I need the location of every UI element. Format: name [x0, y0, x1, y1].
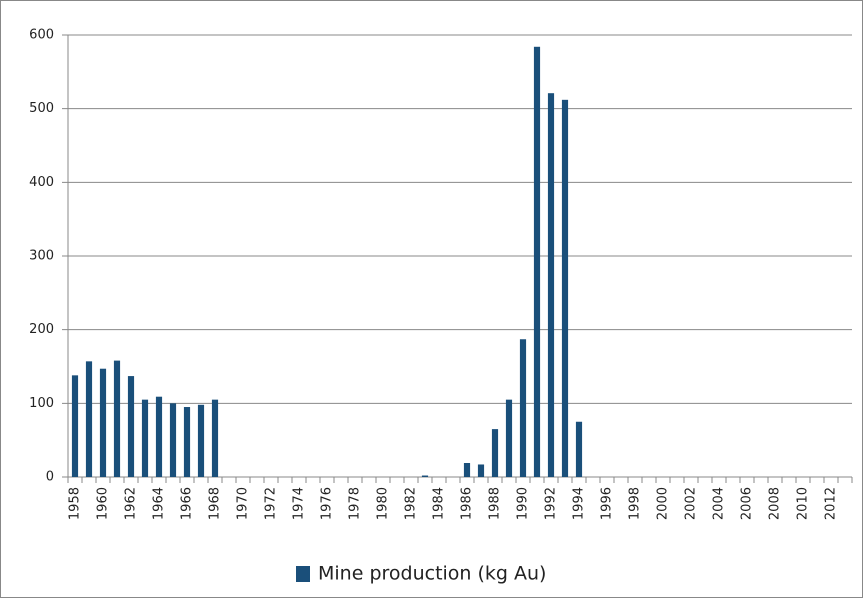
x-tick-label: 1988 — [488, 487, 503, 520]
y-tick-label: 600 — [29, 28, 54, 43]
bar — [547, 93, 555, 478]
x-tick-label: 1980 — [376, 487, 391, 520]
bar — [113, 360, 121, 477]
bar — [85, 361, 93, 477]
bar — [421, 475, 429, 477]
bar — [575, 421, 583, 477]
x-tick-label: 2010 — [796, 487, 811, 520]
bar — [127, 376, 135, 477]
x-tick-label: 1964 — [152, 487, 167, 520]
x-tick-label: 1990 — [516, 487, 531, 520]
bar — [561, 99, 569, 478]
x-tick-label: 1992 — [544, 487, 559, 520]
y-tick-label: 100 — [29, 396, 54, 411]
x-tick-label: 1984 — [432, 487, 447, 520]
bar — [477, 464, 485, 477]
bar — [211, 399, 219, 477]
x-tick-label: 1958 — [68, 487, 83, 520]
bar — [141, 399, 149, 477]
y-tick-label: 500 — [29, 101, 54, 116]
x-tick-label: 2012 — [824, 487, 839, 520]
bar — [155, 396, 163, 477]
y-tick-label: 200 — [29, 322, 54, 337]
y-tick-label: 0 — [46, 470, 54, 485]
x-tick-label: 1960 — [96, 487, 111, 520]
legend-swatch — [296, 566, 310, 582]
x-tick-label: 2006 — [740, 487, 755, 520]
x-tick-label: 1986 — [460, 487, 475, 520]
x-tick-label: 1974 — [292, 487, 307, 520]
bar — [183, 407, 191, 477]
x-tick-label: 1978 — [348, 487, 363, 520]
x-tick-label: 2000 — [656, 487, 671, 520]
x-tick-label: 1976 — [320, 487, 335, 520]
bar — [197, 404, 205, 477]
x-tick-label: 1968 — [208, 487, 223, 520]
bar — [463, 463, 471, 477]
x-tick-label: 1996 — [600, 487, 615, 520]
x-tick-label: 1982 — [404, 487, 419, 520]
x-tick-label: 2004 — [712, 487, 727, 520]
x-tick-label: 1966 — [180, 487, 195, 520]
x-tick-label: 1962 — [124, 487, 139, 520]
x-tick-label: 1970 — [236, 487, 251, 520]
x-tick-label: 2002 — [684, 487, 699, 520]
x-tick-label: 1994 — [572, 487, 587, 520]
bar — [169, 403, 177, 477]
legend-text: Mine production (kg Au) — [318, 563, 546, 585]
bar — [491, 429, 499, 477]
x-tick-label: 1972 — [264, 487, 279, 520]
bar — [533, 46, 541, 477]
bar — [519, 339, 527, 477]
bar — [99, 368, 107, 477]
y-tick-label: 300 — [29, 249, 54, 264]
bar — [71, 375, 79, 477]
bar — [505, 399, 513, 477]
y-tick-label: 400 — [29, 175, 54, 190]
x-tick-label: 2008 — [768, 487, 783, 520]
x-tick-label: 1998 — [628, 487, 643, 520]
